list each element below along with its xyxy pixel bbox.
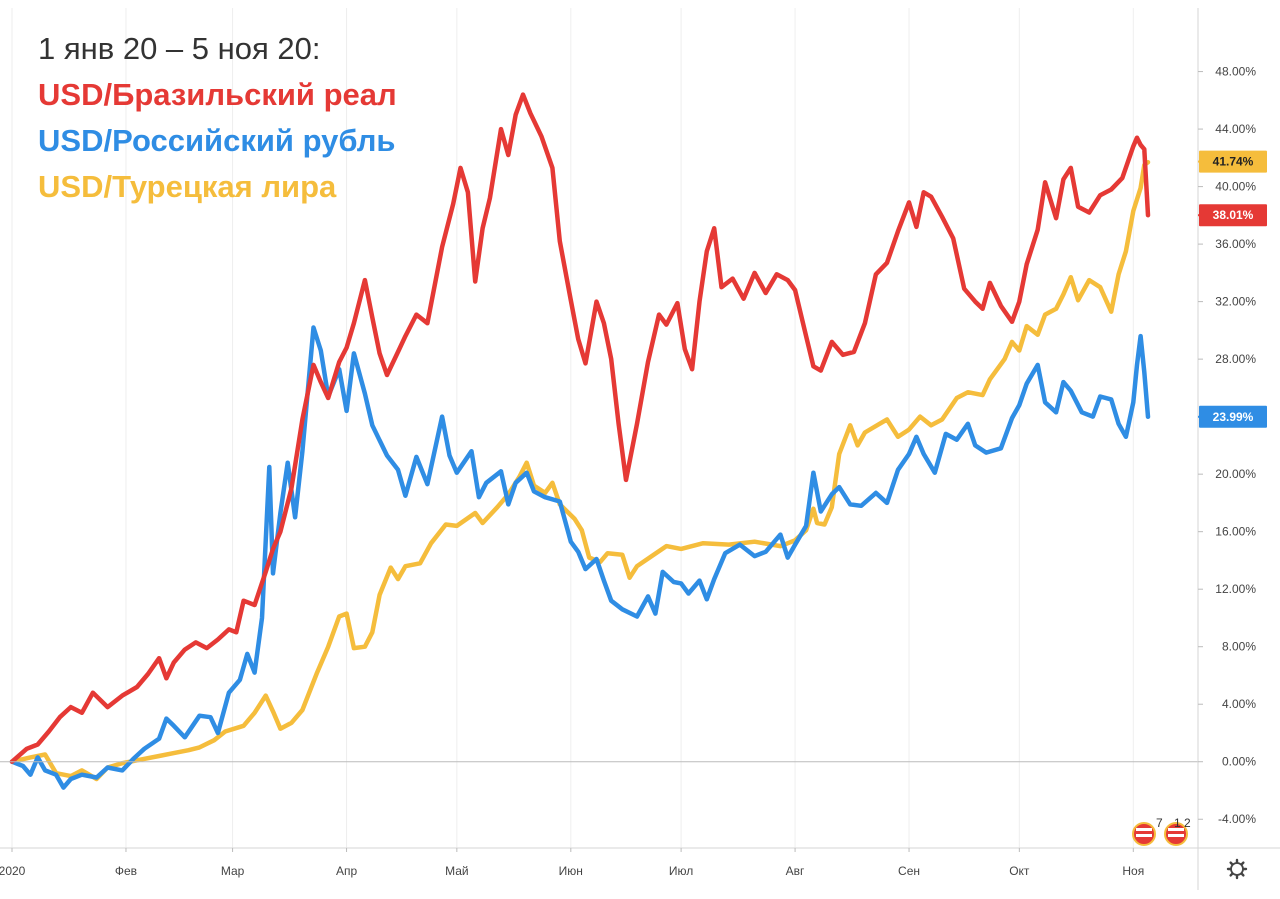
y-tick-label: 48.00% [1215, 65, 1256, 79]
flags-logo: 7 1 2 [1132, 816, 1191, 846]
y-tick-label: 40.00% [1215, 180, 1256, 194]
x-tick-label: Ноя [1122, 864, 1144, 878]
series-line-try [9, 159, 1151, 782]
series-line-rub [9, 325, 1151, 790]
last-value-tags: 41.74% 23.99% 38.01% [1198, 150, 1267, 428]
legend-item-brl: USD/Бразильский реал [38, 77, 397, 112]
last-value-tag-brl: 38.01% [1198, 204, 1267, 227]
x-tick-label: Май [445, 864, 469, 878]
last-value-tag-brl-text: 38.01% [1213, 208, 1254, 222]
y-tick-label: 0.00% [1222, 755, 1256, 769]
x-tick-label: Фев [115, 864, 137, 878]
x-tick-label: Июл [669, 864, 693, 878]
x-tick-label: Авг [786, 864, 805, 878]
legend-item-rub: USD/Российский рубль [38, 123, 396, 158]
grid-lines [11, 8, 1134, 848]
last-value-tag-rub: 23.99% [1198, 405, 1267, 428]
x-tick-label: Апр [336, 864, 358, 878]
y-tick-label: 28.00% [1215, 352, 1256, 366]
y-tick-label: -4.00% [1218, 812, 1256, 826]
y-tick-label: 12.00% [1215, 582, 1256, 596]
x-tick-label: 2020 [0, 864, 26, 878]
chart-title-block: 1 янв 20 – 5 ноя 20: USD/Бразильский реа… [38, 26, 397, 210]
series-line-brl [9, 92, 1151, 764]
series-lines [9, 92, 1151, 790]
y-tick-label: 4.00% [1222, 697, 1256, 711]
logo-text-a: 7 [1156, 816, 1163, 830]
x-tick-label: Мар [221, 864, 245, 878]
y-tick-label: 32.00% [1215, 295, 1256, 309]
legend-item-try: USD/Турецкая лира [38, 169, 337, 204]
y-tick-label: 36.00% [1215, 237, 1256, 251]
x-tick-label: Июн [559, 864, 583, 878]
x-tick-label: Сен [898, 864, 920, 878]
y-tick-label: 16.00% [1215, 525, 1256, 539]
gear-icon[interactable] [1226, 858, 1248, 880]
y-tick-label: 44.00% [1215, 122, 1256, 136]
y-tick-label: 20.00% [1215, 467, 1256, 481]
y-tick-label: 8.00% [1222, 640, 1256, 654]
logo-text-b: 1 2 [1174, 816, 1191, 830]
last-value-tag-rub-text: 23.99% [1213, 410, 1254, 424]
x-tick-label: Окт [1009, 864, 1030, 878]
last-value-tag-try: 41.74% [1198, 150, 1267, 173]
last-value-tag-try-text: 41.74% [1213, 155, 1254, 169]
chart-period-title: 1 янв 20 – 5 ноя 20: [38, 31, 321, 66]
